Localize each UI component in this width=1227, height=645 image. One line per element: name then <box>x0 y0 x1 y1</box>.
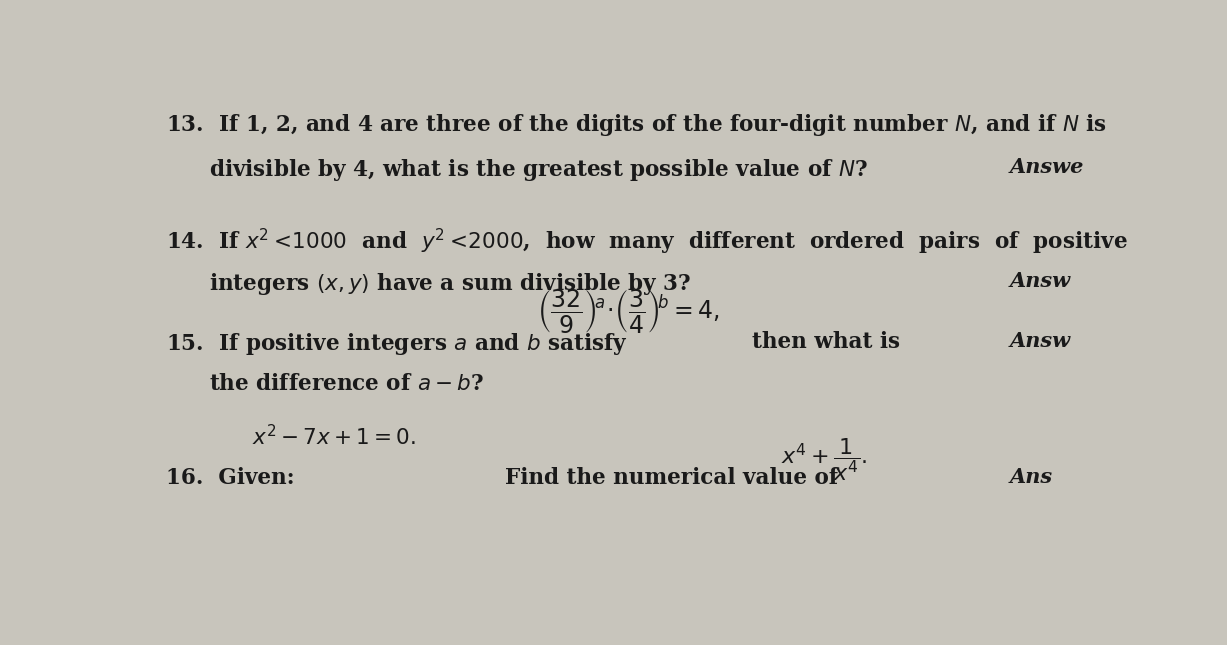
Text: 14.  If $x^2 <\!1000$  and  $y^2 <\!2000$,  how  many  different  ordered  pairs: 14. If $x^2 <\!1000$ and $y^2 <\!2000$, … <box>166 226 1128 257</box>
Text: 15.  If positive integers $a$ and $b$ satisfy: 15. If positive integers $a$ and $b$ sat… <box>166 331 628 357</box>
Text: Answe: Answe <box>1009 157 1083 177</box>
Text: $x^2-7x+1=0.$: $x^2-7x+1=0.$ <box>252 425 416 450</box>
Text: $x^4+\dfrac{1}{x^4}.$: $x^4+\dfrac{1}{x^4}.$ <box>780 437 867 483</box>
Text: integers $(x, y)$ have a sum divisible by 3?: integers $(x, y)$ have a sum divisible b… <box>209 271 691 297</box>
Text: Answ: Answ <box>1009 271 1070 291</box>
Text: $\left(\dfrac{32}{9}\right)^{\!a}\!\cdot\!\left(\dfrac{3}{4}\right)^{\!b} = 4,$: $\left(\dfrac{32}{9}\right)^{\!a}\!\cdot… <box>537 287 720 335</box>
Text: Answ: Answ <box>1009 331 1070 351</box>
Text: 13.  If 1, 2, and 4 are three of the digits of the four-digit number $N$, and if: 13. If 1, 2, and 4 are three of the digi… <box>166 112 1107 138</box>
Text: then what is: then what is <box>752 331 901 353</box>
Text: Find the numerical value of: Find the numerical value of <box>506 467 838 490</box>
Text: Ans: Ans <box>1009 467 1053 487</box>
Text: the difference of $a-b$?: the difference of $a-b$? <box>209 373 483 395</box>
Text: 16.  Given:: 16. Given: <box>166 467 294 490</box>
Text: divisible by 4, what is the greatest possible value of $N$?: divisible by 4, what is the greatest pos… <box>209 157 867 183</box>
